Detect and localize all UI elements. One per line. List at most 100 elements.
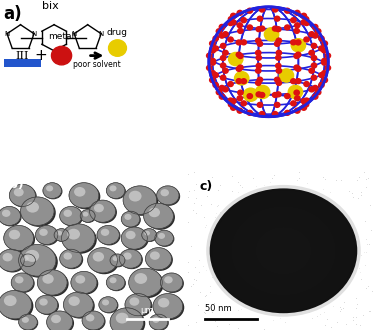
Circle shape (236, 66, 242, 71)
Circle shape (116, 313, 129, 323)
Circle shape (111, 255, 126, 267)
Circle shape (51, 315, 61, 323)
Circle shape (63, 210, 72, 217)
Circle shape (231, 20, 236, 25)
Circle shape (220, 43, 226, 48)
Circle shape (322, 58, 327, 63)
Circle shape (72, 273, 98, 295)
Circle shape (22, 317, 29, 323)
Text: c): c) (200, 180, 213, 192)
Circle shape (256, 68, 261, 73)
Circle shape (14, 188, 24, 196)
Circle shape (208, 187, 359, 315)
Circle shape (291, 79, 296, 84)
Circle shape (112, 309, 145, 330)
Circle shape (313, 33, 318, 38)
Circle shape (213, 36, 218, 41)
Circle shape (22, 198, 56, 227)
Circle shape (235, 72, 249, 85)
Circle shape (125, 187, 159, 216)
Circle shape (303, 16, 309, 21)
Circle shape (54, 229, 69, 241)
Circle shape (256, 27, 261, 32)
Circle shape (9, 230, 20, 239)
Circle shape (285, 110, 290, 115)
Circle shape (21, 254, 35, 267)
Circle shape (276, 50, 282, 55)
Circle shape (301, 105, 307, 110)
Circle shape (237, 96, 242, 101)
Circle shape (231, 13, 236, 18)
Circle shape (304, 20, 309, 25)
Circle shape (110, 308, 144, 330)
Circle shape (162, 274, 184, 293)
Circle shape (44, 183, 63, 199)
Circle shape (311, 43, 317, 48)
Circle shape (304, 98, 309, 103)
Circle shape (264, 28, 279, 41)
Circle shape (35, 225, 58, 245)
Circle shape (322, 78, 327, 82)
Circle shape (101, 229, 109, 236)
Circle shape (152, 317, 159, 323)
Circle shape (0, 250, 25, 273)
Circle shape (295, 52, 301, 57)
Circle shape (37, 270, 67, 295)
Circle shape (213, 73, 218, 78)
Circle shape (256, 55, 261, 60)
Circle shape (158, 233, 165, 239)
Circle shape (154, 295, 184, 320)
Circle shape (57, 231, 62, 236)
Circle shape (106, 275, 125, 290)
Circle shape (291, 101, 296, 106)
Circle shape (51, 46, 72, 65)
Circle shape (145, 205, 175, 230)
Circle shape (213, 46, 218, 51)
Circle shape (247, 110, 253, 115)
Circle shape (309, 32, 314, 37)
Circle shape (319, 73, 324, 78)
Circle shape (43, 183, 62, 199)
Circle shape (241, 18, 247, 23)
Circle shape (46, 185, 53, 191)
Circle shape (291, 40, 296, 45)
Circle shape (70, 184, 100, 209)
Circle shape (110, 254, 125, 267)
Circle shape (98, 226, 120, 246)
Circle shape (94, 204, 104, 212)
Circle shape (304, 82, 309, 86)
Text: III: III (16, 50, 29, 61)
Circle shape (229, 52, 243, 66)
Circle shape (319, 82, 324, 87)
Text: N: N (72, 31, 77, 37)
Circle shape (275, 102, 280, 107)
Circle shape (153, 294, 183, 319)
Circle shape (272, 92, 278, 97)
Circle shape (294, 28, 300, 33)
Circle shape (241, 101, 247, 106)
Circle shape (144, 231, 150, 236)
Circle shape (19, 314, 37, 330)
Circle shape (122, 212, 141, 228)
Circle shape (301, 13, 307, 18)
Circle shape (325, 65, 330, 70)
Circle shape (316, 29, 321, 34)
Circle shape (244, 88, 258, 101)
Circle shape (26, 202, 39, 213)
Circle shape (75, 275, 85, 283)
Circle shape (231, 99, 236, 104)
Circle shape (100, 298, 119, 314)
Circle shape (303, 102, 309, 107)
Circle shape (294, 90, 300, 95)
Circle shape (237, 10, 242, 15)
Text: μm: μm (141, 306, 154, 314)
Circle shape (219, 33, 225, 38)
Circle shape (241, 40, 247, 45)
Circle shape (97, 225, 119, 245)
Circle shape (259, 112, 265, 116)
Circle shape (223, 32, 228, 37)
Circle shape (106, 183, 125, 199)
Circle shape (279, 69, 294, 82)
Circle shape (238, 28, 243, 33)
Circle shape (19, 245, 56, 276)
